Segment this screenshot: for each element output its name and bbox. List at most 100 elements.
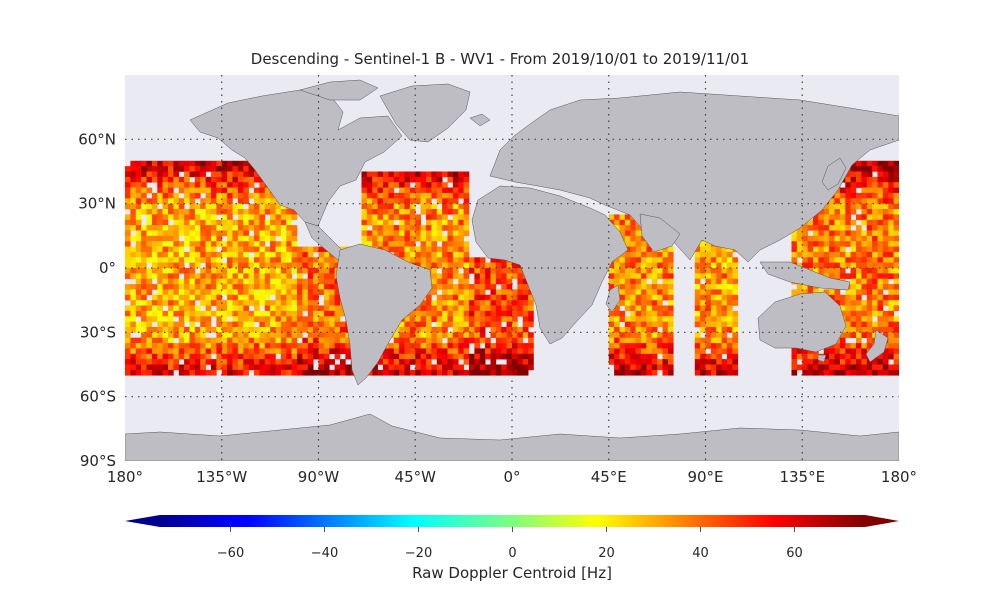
heat-cell	[630, 284, 636, 290]
heat-cell	[323, 289, 330, 296]
heat-cell	[168, 359, 174, 365]
heat-cell	[216, 359, 223, 365]
heat-cell	[866, 310, 873, 317]
heat-cell	[667, 294, 674, 301]
heat-cell	[463, 171, 470, 178]
heat-cell	[200, 235, 206, 242]
heat-cell	[458, 230, 464, 237]
heat-cell	[829, 343, 835, 349]
heat-cell	[291, 278, 298, 285]
heat-cell	[452, 369, 459, 376]
heat-cell	[130, 316, 137, 322]
heat-cell	[377, 203, 384, 210]
heat-cell	[447, 294, 454, 301]
heat-cell	[254, 369, 260, 376]
heat-cell	[893, 182, 899, 188]
heat-cell	[506, 353, 513, 360]
heat-cell	[211, 219, 217, 226]
heat-cell	[254, 268, 260, 274]
heat-cell	[254, 310, 260, 317]
heat-cell	[345, 369, 352, 376]
heat-cell	[657, 257, 663, 263]
heat-cell	[151, 262, 158, 269]
heat-cell	[334, 337, 341, 344]
heat-cell	[254, 219, 260, 226]
heat-cell	[431, 262, 438, 269]
heat-cell	[528, 359, 534, 365]
heat-cell	[254, 230, 260, 237]
colorbar-label: Raw Doppler Centroid [Hz]	[412, 564, 612, 582]
heat-cell	[146, 353, 153, 360]
heat-cell	[297, 251, 303, 258]
heat-cell	[710, 343, 717, 349]
heat-cell	[802, 251, 808, 258]
heat-cell	[248, 241, 255, 247]
heat-cell	[307, 310, 314, 317]
heat-cell	[442, 214, 448, 221]
heat-cell	[275, 359, 282, 365]
heat-cell	[662, 246, 669, 253]
heat-cell	[388, 209, 395, 215]
heat-cell	[372, 219, 378, 226]
heat-cell	[141, 187, 147, 194]
heat-cell	[829, 273, 835, 280]
heat-cell	[270, 192, 276, 199]
heat-cell	[264, 219, 271, 226]
heat-cell	[162, 241, 169, 247]
heat-cell	[490, 273, 497, 280]
heat-cell	[501, 305, 507, 312]
heat-cell	[893, 364, 899, 371]
heat-cell	[721, 273, 728, 280]
heat-cell	[829, 235, 835, 242]
heat-cell	[813, 219, 819, 226]
heat-cell	[270, 305, 276, 312]
heat-cell	[200, 214, 206, 221]
heat-cell	[501, 332, 507, 338]
heat-cell	[646, 268, 653, 274]
heat-cell	[872, 364, 878, 371]
heat-cell	[442, 348, 448, 355]
heat-cell	[205, 337, 212, 344]
heat-cell	[275, 278, 282, 285]
heat-cell	[404, 353, 411, 360]
heat-cell	[893, 278, 899, 285]
heat-cell	[877, 369, 884, 376]
heat-cell	[495, 316, 502, 322]
heat-cell	[850, 176, 857, 183]
heat-cell	[614, 268, 620, 274]
heat-cell	[415, 321, 421, 328]
heat-cell	[839, 262, 846, 269]
heat-cell	[839, 198, 846, 204]
heat-cell	[474, 300, 481, 306]
heat-cell	[866, 268, 873, 274]
heat-cell	[877, 273, 884, 280]
heat-cell	[856, 305, 862, 312]
heat-cell	[173, 284, 180, 290]
heat-cell	[146, 278, 153, 285]
heat-cell	[839, 337, 846, 344]
heat-cell	[839, 203, 846, 210]
heat-cell	[205, 327, 212, 333]
heat-cell	[447, 209, 454, 215]
heat-cell	[275, 321, 282, 328]
heat-cell	[275, 289, 282, 296]
heat-cell	[667, 300, 674, 306]
heat-cell	[125, 327, 131, 333]
heat-cell	[173, 182, 180, 188]
heat-cell	[705, 369, 712, 376]
heat-cell	[700, 353, 706, 360]
heat-cell	[146, 316, 153, 322]
heat-cell	[845, 209, 851, 215]
heat-cell	[506, 284, 513, 290]
heat-cell	[818, 359, 825, 365]
heat-cell	[297, 359, 303, 365]
heat-cell	[243, 230, 249, 237]
land-arabia	[639, 213, 681, 253]
heat-cell	[275, 225, 282, 231]
heat-cell	[248, 171, 255, 178]
heat-cell	[157, 353, 163, 360]
heat-cell	[227, 278, 233, 285]
heat-cell	[694, 257, 701, 263]
heat-cell	[893, 268, 899, 274]
heat-cell	[125, 273, 131, 280]
